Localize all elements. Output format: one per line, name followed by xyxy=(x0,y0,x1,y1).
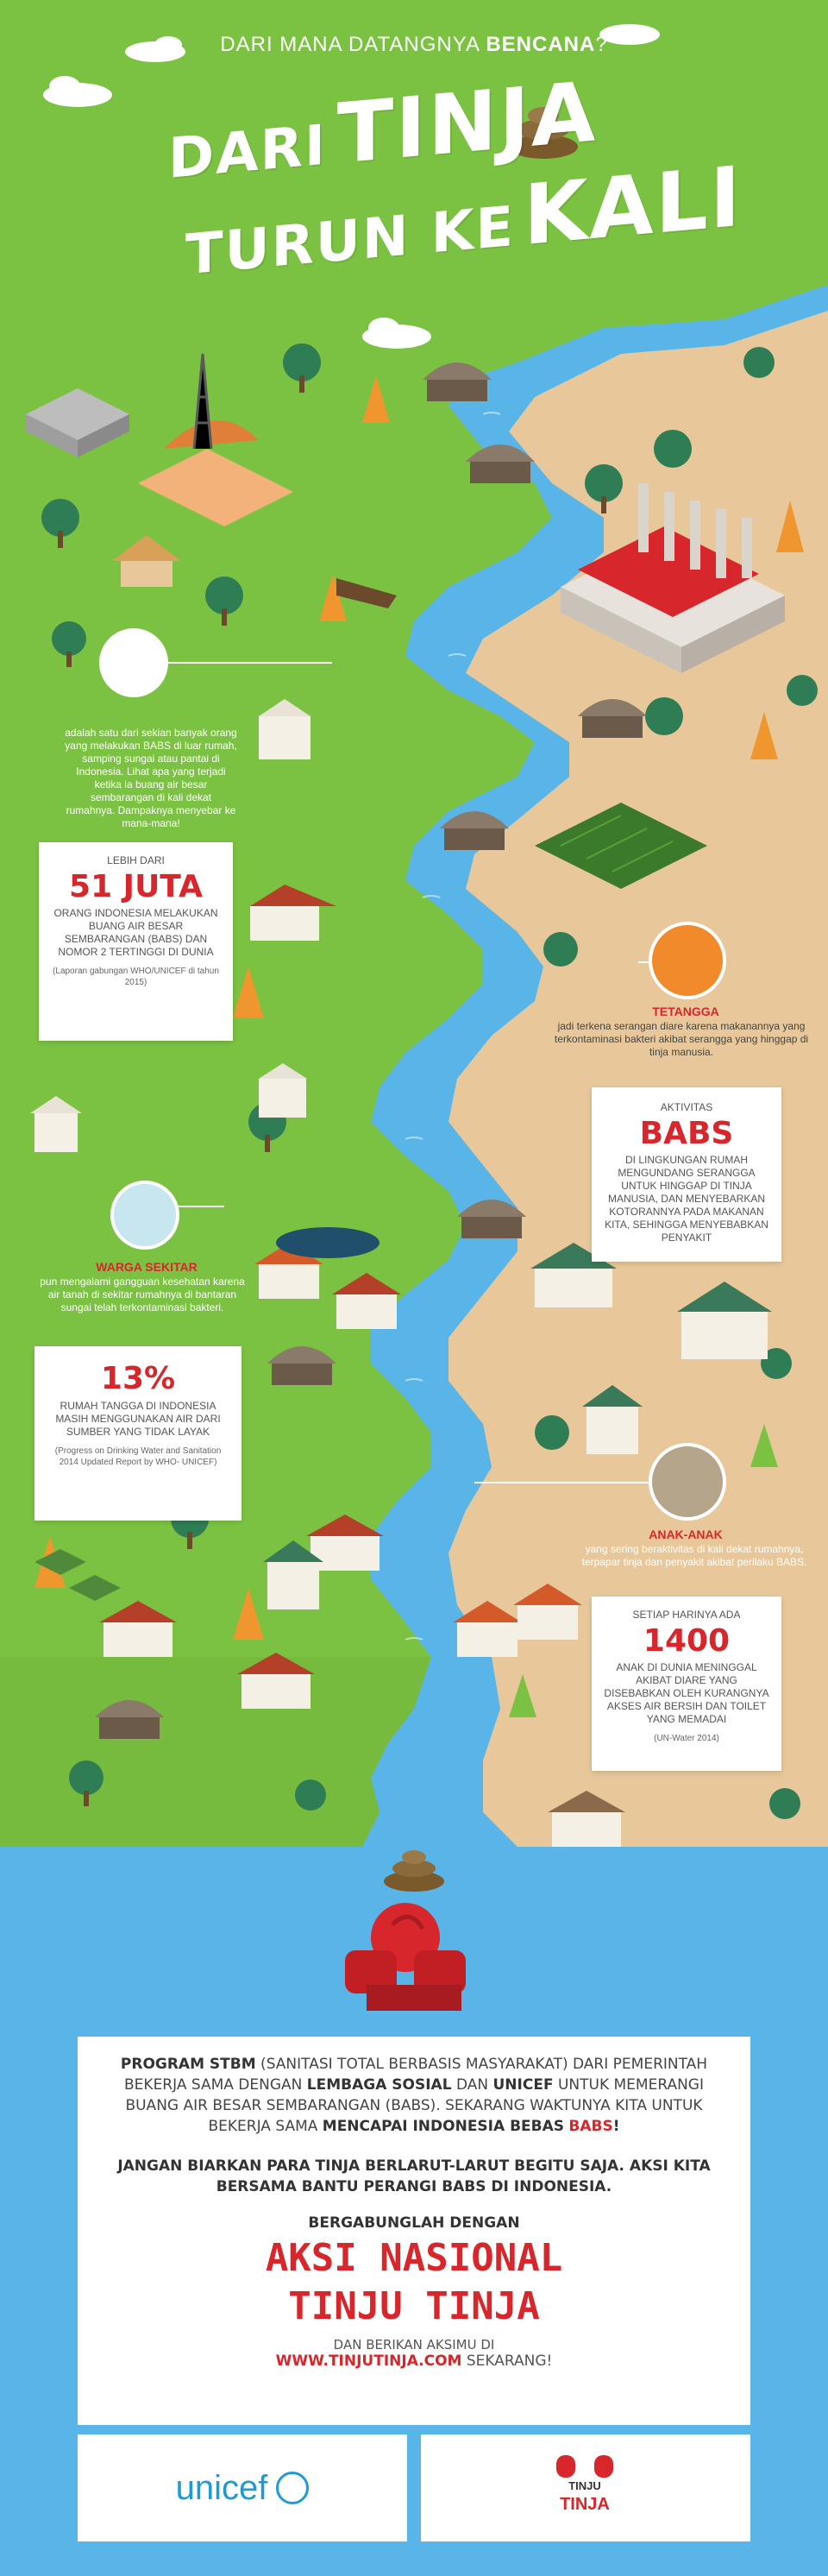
unicef-logo-box: unicef xyxy=(78,2429,407,2541)
anak-label: ANAK-ANAK xyxy=(649,1527,723,1541)
babs-pre: AKTIVITAS xyxy=(660,1101,713,1113)
stat-1400-value: 1400 xyxy=(643,1623,731,1659)
campaign-panel: PROGRAM STBM (SANITASI TOTAL BERBASIS MA… xyxy=(78,2037,750,2425)
header-question: DARI MANA DATANGNYA BENCANA? xyxy=(0,33,828,57)
title-dari: DARI xyxy=(168,113,327,192)
question-bold: BENCANA xyxy=(486,33,596,56)
tinju-tinja-logo: TINJU TINJA xyxy=(555,2455,615,2521)
logo-tinju-text: TINJU xyxy=(568,2479,601,2492)
tetangga-label: TETANGGA xyxy=(652,1005,719,1018)
warga-label: WARGA SEKITAR xyxy=(96,1260,198,1274)
intro-caption: adalah satu dari sekian banyak orang yan… xyxy=(65,727,237,829)
stat-1400-card: SETIAP HARINYA ADA 1400 ANAK DI DUNIA ME… xyxy=(592,1597,781,1771)
website-link[interactable]: WWW.TINJUTINJA.COM xyxy=(275,2352,462,2370)
stat-13-desc: RUMAH TANGGA DI INDONESIA MASIH MENGGUNA… xyxy=(55,1400,221,1438)
stat-13-source: (Progress on Drinking Water and Sanitati… xyxy=(54,1446,222,1467)
tinju-tinja-logo-box: TINJU TINJA xyxy=(421,2429,750,2541)
intro-person-circle xyxy=(99,628,168,697)
stat-1400-source: (UN-Water 2014) xyxy=(654,1734,719,1743)
anak-caption: yang sering beraktivitas di kali dekat r… xyxy=(581,1543,807,1568)
anak-avatar xyxy=(649,1443,726,1521)
logo-tinja-text: TINJA xyxy=(560,2495,610,2514)
stat-51-desc: ORANG INDONESIA MELAKUKAN BUANG AIR BESA… xyxy=(53,907,218,958)
question-mark: ? xyxy=(595,33,608,56)
p1-text-3: UNTUK MEMERANGI BUANG AIR BESAR SEMBARAN… xyxy=(125,2076,704,2135)
stat-13-card: 13% RUMAH TANGGA DI INDONESIA MASIH MENG… xyxy=(34,1346,242,1521)
unicef-emblem-icon xyxy=(276,2472,310,2504)
stat-1400-desc: ANAK DI DUNIA MENINGGAL AKIBAT DIARE YAN… xyxy=(604,1661,769,1725)
exclamation: ! xyxy=(612,2118,620,2135)
website-line: WWW.TINJUTINJA.COM SEKARANG! xyxy=(112,2352,716,2370)
babs-red-text: BABS xyxy=(568,2118,613,2135)
tetangga-caption: jadi terkena serangan diare karena makan… xyxy=(554,1020,809,1058)
stat-51-pre: LEBIH DARI xyxy=(107,854,165,866)
p1-text-1: (SANITASI TOTAL BERBASIS MASYARAKAT) DAR… xyxy=(124,2056,708,2094)
tetangga-avatar xyxy=(649,922,726,999)
bebas-text: MENCAPAI INDONESIA BEBAS xyxy=(322,2118,564,2135)
campaign-paragraph: PROGRAM STBM (SANITASI TOTAL BERBASIS MA… xyxy=(112,2054,716,2137)
babs-value: BABS xyxy=(639,1116,734,1151)
stat-13-value: 13% xyxy=(100,1361,176,1396)
aksi-nasional-text: AKSI NASIONAL xyxy=(265,2236,563,2280)
babs-desc: DI LINGKUNGAN RUMAH MENGUNDANG SERANGGA … xyxy=(605,1154,768,1244)
glove-left-icon xyxy=(556,2455,575,2478)
warga-avatar xyxy=(110,1181,179,1250)
stbm-text: PROGRAM STBM xyxy=(120,2056,256,2073)
campaign-call: JANGAN BIARKAN PARA TINJA BERLARUT-LARUT… xyxy=(117,2157,711,2195)
stat-51-value: 51 JUTA xyxy=(69,869,203,904)
unicef-logo: unicef xyxy=(175,2468,268,2507)
stat-1400-pre: SETIAP HARINYA ADA xyxy=(632,1609,741,1621)
join-text: BERGABUNGLAH DENGAN xyxy=(308,2214,520,2232)
glove-right-icon xyxy=(594,2455,613,2478)
tinju-tinja-text: TINJU TINJA xyxy=(288,2284,540,2328)
stat-51-juta-card: LEBIH DARI 51 JUTA ORANG INDONESIA MELAK… xyxy=(39,842,233,1041)
babs-card: AKTIVITAS BABS DI LINGKUNGAN RUMAH MENGU… xyxy=(592,1087,781,1262)
question-text: DARI MANA DATANGNYA xyxy=(220,33,480,56)
unicef-text: UNICEF xyxy=(492,2076,554,2094)
p1-text-2: DAN xyxy=(451,2076,493,2094)
lembaga-sosial-text: LEMBAGA SOSIAL xyxy=(306,2076,452,2094)
aksimu-text: DAN BERIKAN AKSIMU DI xyxy=(333,2337,495,2352)
warga-caption: pun mengalami gangguan kesehatan karena … xyxy=(40,1275,245,1313)
stat-51-source: (Laporan gabungan WHO/UNICEF di tahun 20… xyxy=(53,967,219,987)
website-post-text: SEKARANG! xyxy=(461,2352,553,2370)
title-kali: KALI xyxy=(524,148,743,264)
